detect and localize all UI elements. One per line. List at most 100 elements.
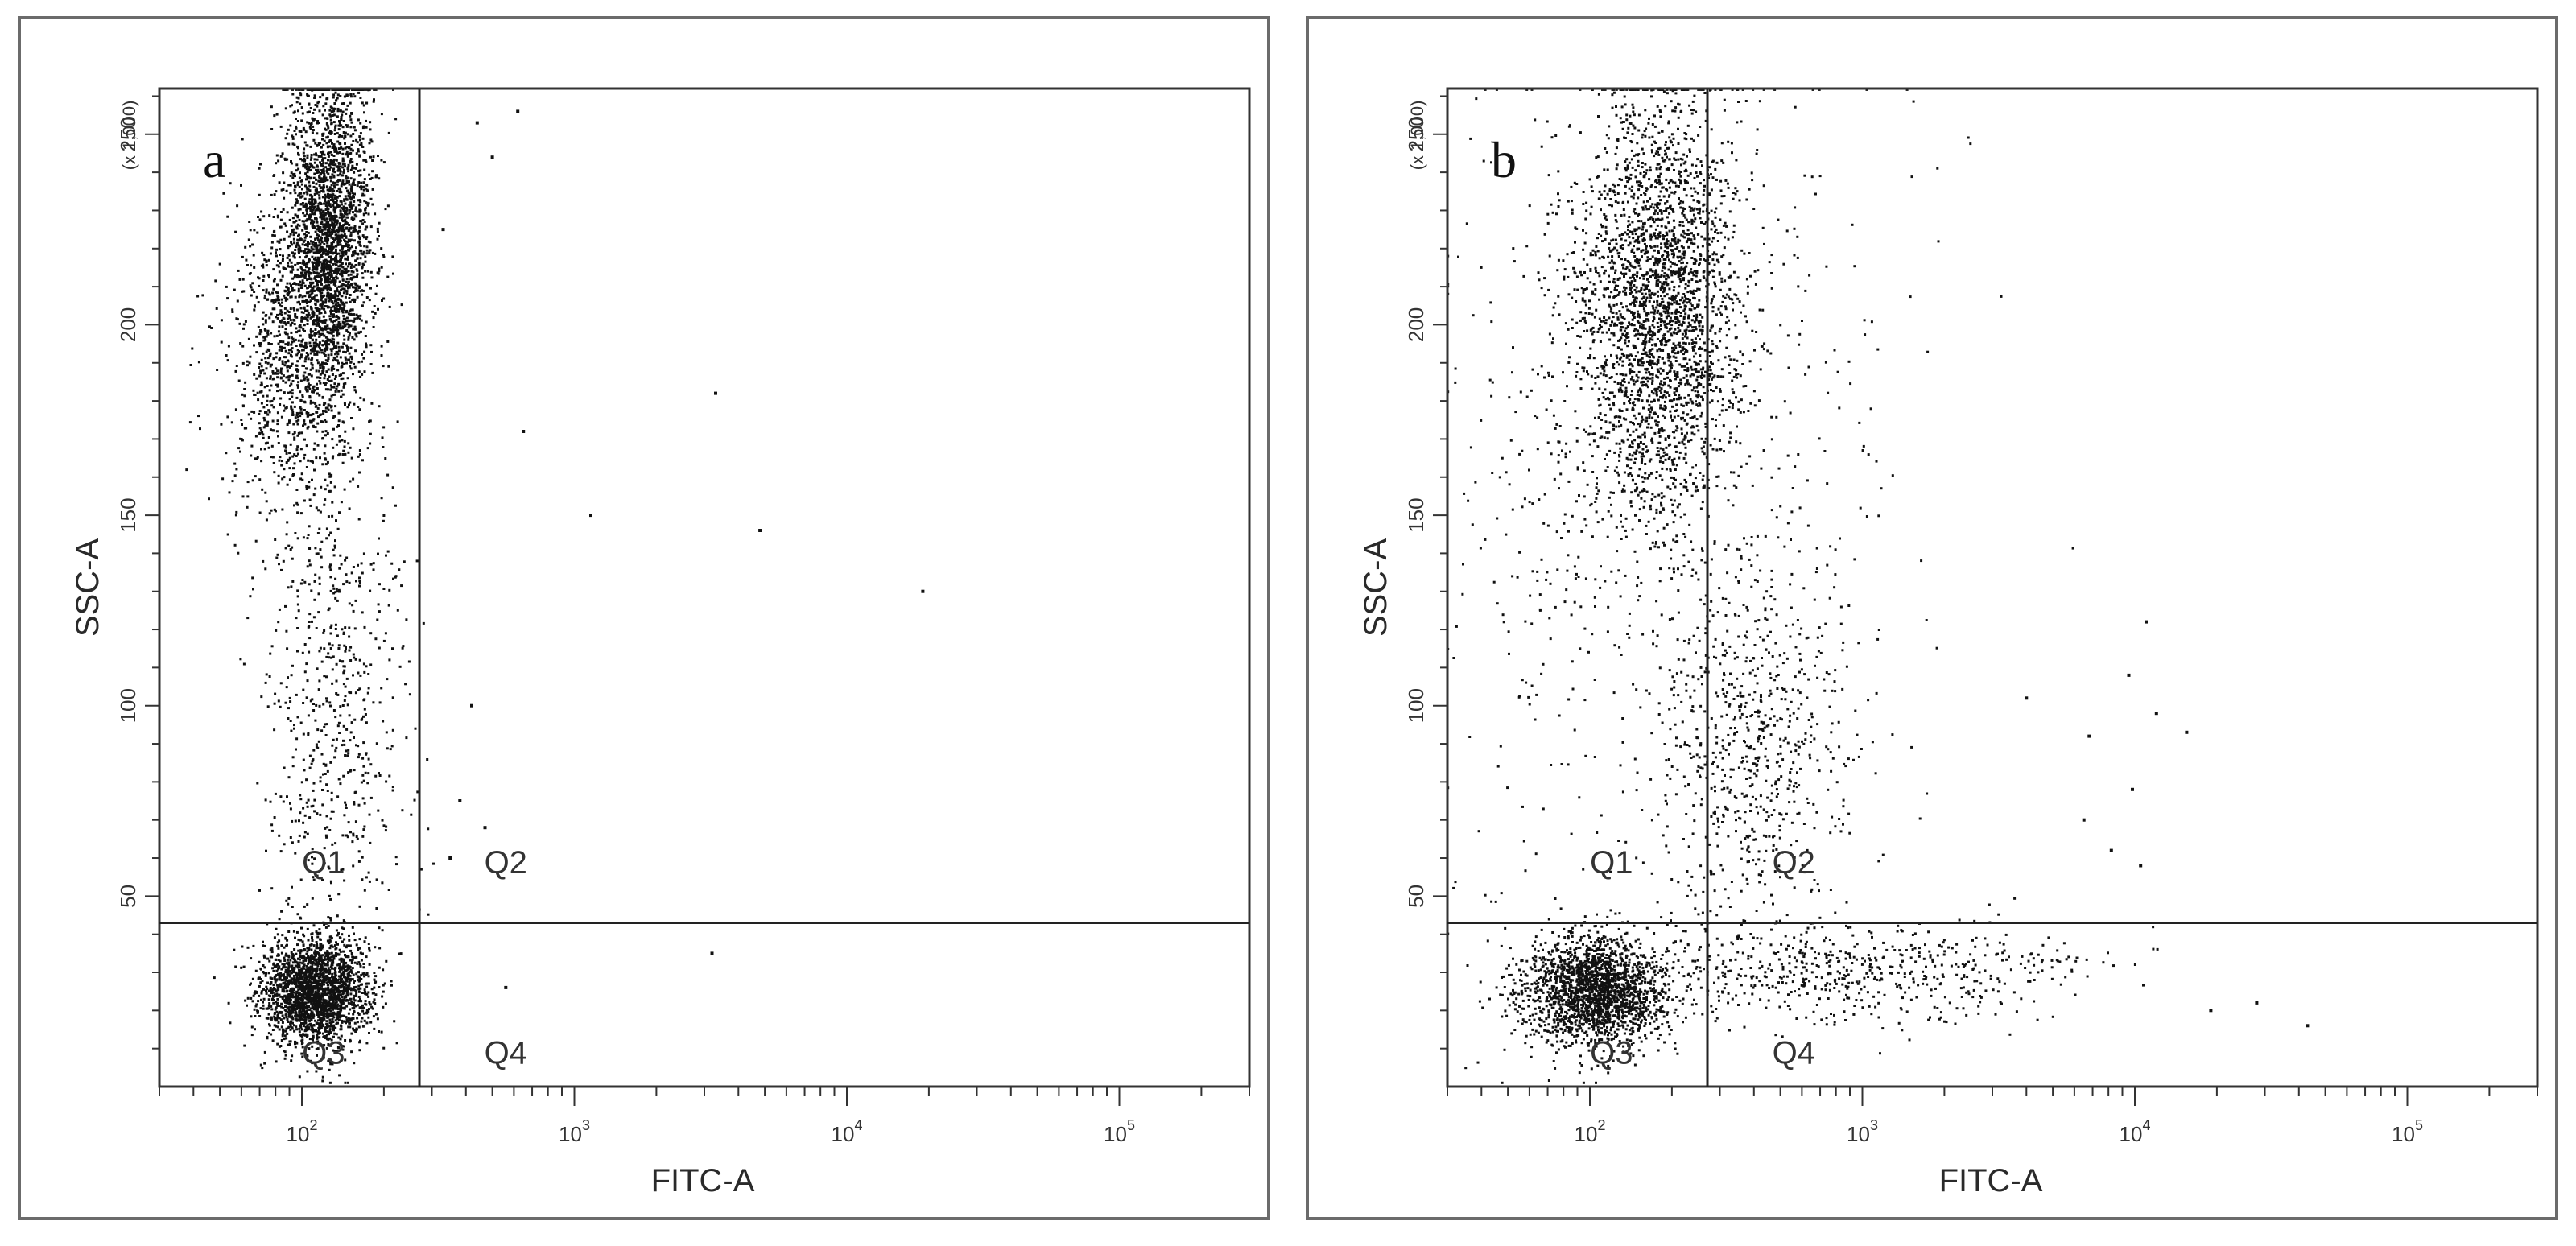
data-point [250, 1015, 253, 1018]
data-point [311, 225, 314, 228]
data-point [324, 1015, 327, 1018]
data-point [258, 366, 260, 369]
data-point [336, 304, 339, 307]
data-point [250, 410, 254, 413]
data-point [329, 245, 332, 249]
data-point [294, 1042, 296, 1046]
data-point [326, 275, 329, 278]
data-point [324, 299, 328, 302]
data-point [321, 303, 324, 306]
data-point [345, 125, 349, 128]
data-point [273, 976, 276, 980]
data-point [295, 225, 299, 229]
data-point [337, 229, 341, 233]
data-point [273, 234, 276, 237]
data-point [350, 1050, 353, 1054]
data-point [353, 981, 355, 984]
data-point [352, 149, 354, 152]
data-point [303, 499, 306, 502]
data-point [281, 996, 284, 999]
data-point [339, 356, 342, 359]
data-point [311, 478, 313, 481]
data-point [289, 1020, 292, 1023]
data-point [285, 962, 288, 965]
data-point [316, 246, 319, 250]
data-point [352, 180, 355, 184]
data-point [316, 101, 320, 105]
data-point [306, 300, 309, 303]
data-point [336, 988, 340, 992]
data-point [337, 382, 341, 386]
data-point [312, 321, 316, 324]
data-point [336, 241, 340, 245]
data-point [272, 1001, 275, 1005]
data-point [296, 995, 299, 998]
data-point [284, 107, 287, 110]
data-point [357, 948, 360, 951]
data-point [264, 361, 267, 364]
data-point [326, 961, 329, 964]
data-point [357, 287, 361, 290]
data-point [324, 236, 328, 239]
data-point [326, 262, 328, 265]
data-point [313, 108, 316, 111]
data-point [279, 218, 283, 221]
data-point [267, 1032, 270, 1035]
data-point [321, 988, 324, 991]
data-point [320, 230, 324, 233]
data-point [380, 113, 383, 116]
data-point [323, 1044, 326, 1047]
data-point [324, 311, 327, 314]
data-point [334, 250, 337, 254]
data-point [332, 959, 335, 963]
data-point [318, 1027, 321, 1030]
data-point [308, 166, 312, 169]
data-point [322, 998, 325, 1001]
data-point [281, 934, 284, 937]
data-point [294, 1010, 297, 1013]
data-point [335, 159, 338, 162]
data-point [281, 301, 283, 304]
data-point [341, 248, 344, 251]
data-point [260, 998, 262, 1001]
data-point [276, 1014, 279, 1017]
data-point [329, 384, 332, 387]
data-point [307, 241, 309, 244]
data-point [308, 294, 312, 297]
data-point [304, 248, 308, 251]
data-point [318, 1031, 321, 1034]
data-point [310, 361, 313, 365]
data-point [367, 1010, 370, 1013]
data-point [358, 225, 361, 229]
data-point [328, 196, 330, 200]
data-point [316, 120, 320, 122]
data-point [247, 413, 250, 416]
data-point [332, 168, 335, 171]
data-point [377, 307, 379, 311]
data-point [341, 163, 345, 166]
data-point [320, 1019, 324, 1021]
data-point [349, 977, 352, 980]
data-point [359, 290, 362, 293]
data-point [316, 974, 319, 977]
data-point [284, 137, 287, 140]
data-point [342, 131, 345, 134]
data-point [356, 1017, 359, 1020]
data-point [324, 212, 328, 215]
data-point [323, 274, 326, 278]
data-point [325, 370, 328, 373]
data-point [319, 1044, 322, 1047]
data-point [344, 1058, 347, 1062]
data-point [333, 988, 336, 991]
data-point [333, 980, 336, 983]
data-point [329, 294, 332, 297]
data-point [320, 957, 323, 960]
data-point [346, 968, 349, 970]
data-point [303, 163, 307, 167]
data-point [303, 365, 305, 367]
data-point [357, 253, 360, 256]
data-point [351, 926, 354, 929]
data-point [311, 367, 314, 370]
data-point [333, 290, 336, 293]
data-point [371, 310, 374, 313]
